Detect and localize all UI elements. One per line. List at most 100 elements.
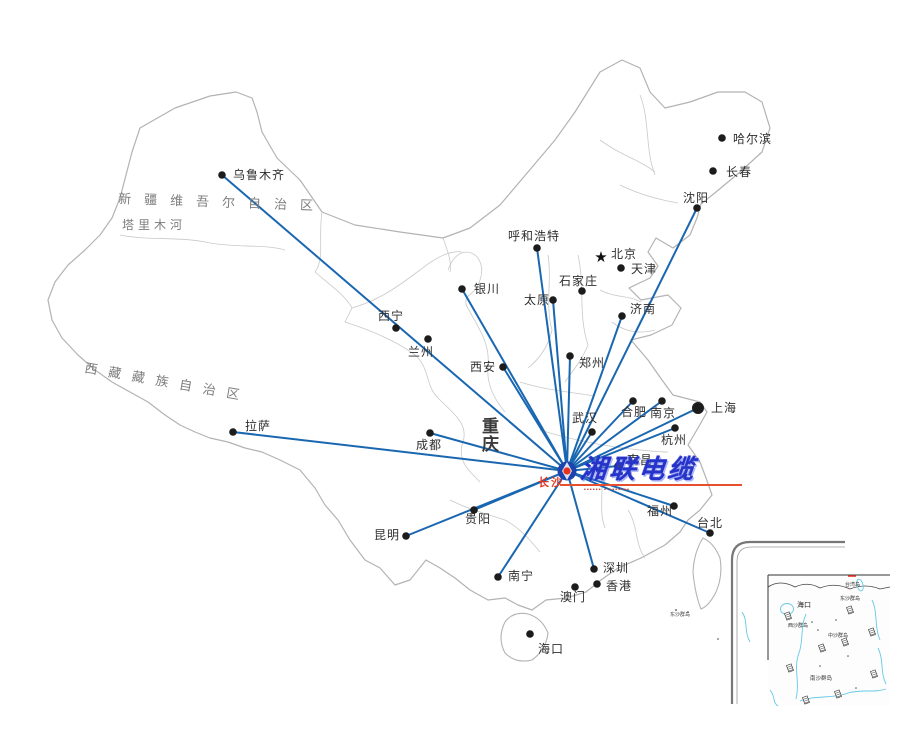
link-line-郑州 xyxy=(566,355,571,472)
city-label-北京: 北京 xyxy=(611,247,637,261)
hub-city-label: 长沙 xyxy=(538,477,564,489)
city-dot-长春 xyxy=(709,167,717,175)
city-dot-南昌 xyxy=(614,462,622,470)
reef-hatch xyxy=(803,697,810,704)
city-dot-兰州 xyxy=(424,335,432,343)
city-label-台北: 台北 xyxy=(697,515,723,530)
hainan-island xyxy=(500,612,549,662)
city-label-合肥: 合肥 xyxy=(621,404,647,419)
watermark-brand: 湘联电缆 xyxy=(579,455,699,484)
city-dot-海口 xyxy=(526,630,534,638)
watermark-underline xyxy=(560,484,742,486)
reef-hatch xyxy=(835,691,842,698)
city-label-拉萨: 拉萨 xyxy=(245,418,271,433)
city-dot-银川 xyxy=(458,285,466,293)
link-line-呼和浩特 xyxy=(536,247,568,472)
inset-bracket-frame xyxy=(730,540,845,704)
reef-hatch xyxy=(787,665,794,672)
inset-bg xyxy=(768,575,890,705)
city-dot-太原 xyxy=(549,296,557,304)
link-line-成都 xyxy=(429,432,568,472)
inset-guangdong-coast xyxy=(767,582,891,590)
reef-icon xyxy=(818,643,826,653)
link-line-合肥 xyxy=(566,400,634,472)
link-line-拉萨 xyxy=(232,431,568,472)
city-label-呼和浩特: 呼和浩特 xyxy=(508,228,560,243)
reef-hatch xyxy=(847,607,854,614)
region-label-重庆: 重 xyxy=(482,416,499,436)
network-lines xyxy=(221,174,711,578)
hub-red-center xyxy=(563,467,571,475)
city-dot-石家庄 xyxy=(578,287,586,295)
link-line-乌鲁木齐 xyxy=(221,174,568,472)
capital-star-icon: ★ xyxy=(594,250,607,266)
city-dot-台北 xyxy=(706,529,714,537)
city-dot-成都 xyxy=(426,429,434,437)
link-line-济南 xyxy=(566,315,623,472)
inset-island-dots xyxy=(811,619,857,689)
inset-label-西沙群岛: 西沙群岛 xyxy=(788,622,808,629)
region-label-重庆: 庆 xyxy=(482,434,499,454)
link-line-沈阳 xyxy=(566,207,698,472)
city-dot-合肥 xyxy=(629,397,637,405)
reef-icon xyxy=(784,611,792,621)
city-label-银川: 银川 xyxy=(474,282,500,296)
city-dot-杭州 xyxy=(671,424,679,432)
city-dot-乌鲁木齐 xyxy=(218,171,226,179)
main-sea-islands xyxy=(675,609,719,640)
city-label-杭州: 杭州 xyxy=(661,432,687,447)
city-label-乌鲁木齐: 乌鲁木齐 xyxy=(233,167,285,182)
city-label-太原: 太原 xyxy=(524,292,550,307)
link-line-上海 xyxy=(566,407,699,472)
reef-hatch xyxy=(842,639,849,646)
city-dot-天津 xyxy=(617,264,625,272)
city-dot-昆明 xyxy=(402,532,410,540)
link-line-南宁 xyxy=(497,470,568,578)
inset-coastlines xyxy=(741,578,887,707)
reef-icon xyxy=(786,663,794,673)
inset-bracket-frame-inner xyxy=(736,546,845,704)
city-label-南宁: 南宁 xyxy=(508,568,534,583)
city-dot-南宁 xyxy=(494,573,502,581)
city-dot-拉萨 xyxy=(229,428,237,436)
city-dot-西宁 xyxy=(392,324,400,332)
city-label-香港: 香港 xyxy=(606,579,632,593)
china-outline xyxy=(47,59,771,611)
city-label-兰州: 兰州 xyxy=(408,345,434,359)
link-line-福州 xyxy=(566,470,675,507)
reef-icon xyxy=(834,689,842,699)
city-dot-呼和浩特 xyxy=(533,244,541,252)
inset-label-海口: 海口 xyxy=(797,600,811,609)
hub-marker-icon xyxy=(557,461,577,481)
link-line-杭州 xyxy=(566,427,676,472)
reef-hatch xyxy=(819,645,826,652)
city-label-上海: 上海 xyxy=(711,400,737,415)
link-line-台北 xyxy=(566,470,711,534)
city-label-长春: 长春 xyxy=(726,165,752,179)
city-label-武汉: 武汉 xyxy=(572,411,598,425)
region-label-新疆维吾尔自治区: 新疆维吾尔自治区 xyxy=(118,191,326,213)
city-label-天津: 天津 xyxy=(631,262,657,276)
link-line-西安 xyxy=(502,366,568,472)
city-dot-沈阳 xyxy=(693,204,701,212)
city-label-澳门: 澳门 xyxy=(560,589,586,604)
city-dot-福州 xyxy=(670,502,678,510)
reef-icon xyxy=(846,605,854,615)
reef-icon xyxy=(841,637,849,647)
reef-hatch xyxy=(869,629,876,636)
link-line-昆明 xyxy=(405,470,568,537)
city-dot-南京 xyxy=(658,397,666,405)
inset-label-中沙群岛: 中沙群岛 xyxy=(828,632,848,639)
taiwan-island xyxy=(692,537,722,610)
city-dot-郑州 xyxy=(566,352,574,360)
city-label-南昌: 南昌 xyxy=(627,452,653,467)
city-label-沈阳: 沈阳 xyxy=(683,190,709,205)
region-label-西藏藏族自治区: 西藏藏族自治区 xyxy=(83,360,251,404)
city-dots: ★ xyxy=(218,134,726,638)
city-label-昆明: 昆明 xyxy=(374,528,400,542)
